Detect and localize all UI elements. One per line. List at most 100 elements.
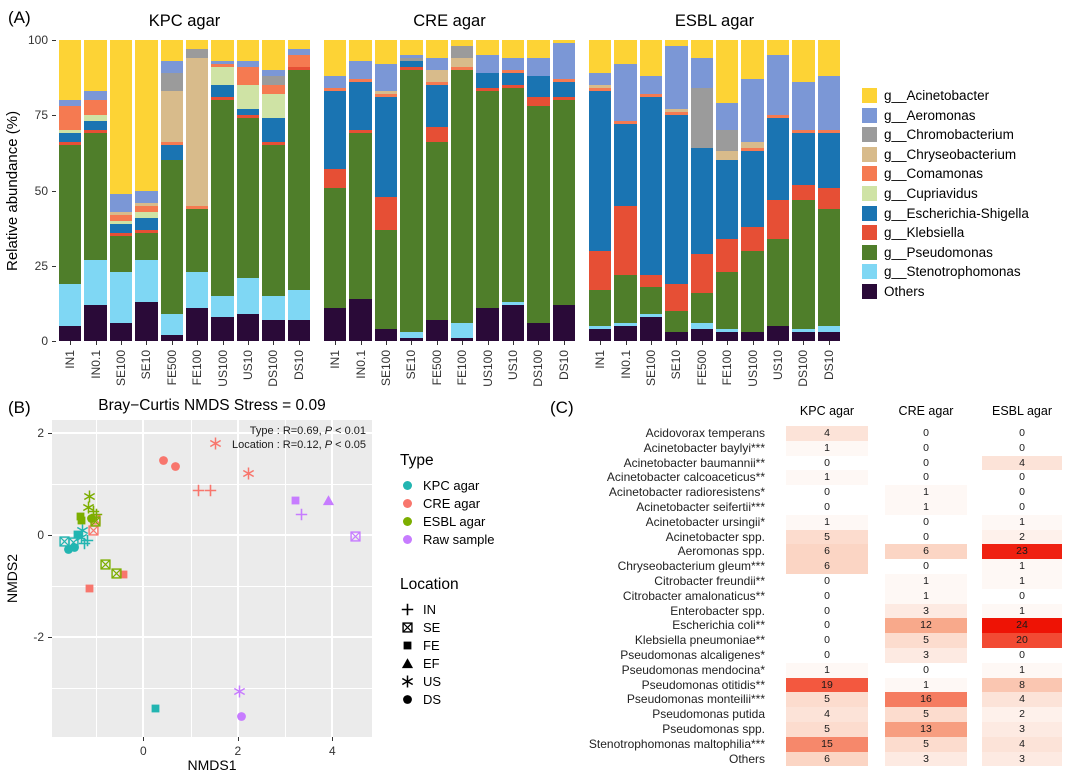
bar-segment <box>349 298 372 341</box>
legend-label: g__Stenotrophomonas <box>884 264 1021 280</box>
legend-swatch <box>862 185 877 201</box>
y-axis-tick <box>48 535 52 536</box>
y-axis-tick <box>52 265 56 267</box>
type-legend-key <box>400 478 415 492</box>
x-axis-label-cell: US10 <box>502 346 524 396</box>
bar-segment <box>766 325 790 341</box>
bar-segment <box>614 322 637 326</box>
nmds-annotation-line: Type : R=0.69, P < 0.01 <box>249 425 366 437</box>
legend-label: g__Aeromonas <box>884 107 976 123</box>
x-axis-label-cell: FE100 <box>716 346 738 396</box>
nmds-point-FE <box>149 702 162 715</box>
bar-segment <box>451 58 474 68</box>
triangle-icon <box>400 656 415 670</box>
x-axis-label: FE500 <box>694 350 709 386</box>
bar-segment <box>236 313 260 341</box>
heatmap-cell: 19 <box>786 677 868 693</box>
gridline-minor <box>285 420 287 737</box>
heatmap-cell: 0 <box>982 588 1062 604</box>
bar-segment <box>665 112 688 116</box>
genus-legend-item: Others <box>862 283 1029 299</box>
x-axis-tick <box>237 737 239 741</box>
x-axis-label: US10 <box>241 350 256 381</box>
y-axis-tick-label: 0 <box>37 528 44 542</box>
x-axis-label-cell: IN1 <box>324 346 346 396</box>
heatmap-cell: 1 <box>982 662 1062 678</box>
bar-segment <box>792 82 815 131</box>
x-axis-tick-cell <box>741 341 763 346</box>
x-axis-tick-cell <box>691 341 713 346</box>
heatmap-cell: 0 <box>786 455 868 471</box>
x-axis-label-cell: IN1 <box>589 346 611 396</box>
nmds-point-FE <box>83 582 96 595</box>
y-axis-tick-label: 100 <box>27 33 48 47</box>
x-axis-label: IN0.1 <box>88 350 103 379</box>
bar-segment <box>400 67 423 71</box>
x-axis-tick <box>487 341 489 345</box>
bar-segment <box>400 331 423 338</box>
bar-segment <box>425 82 449 86</box>
bar-segment <box>690 322 714 329</box>
bar-segment <box>59 145 82 284</box>
x-axis-tick-cell <box>818 341 840 346</box>
bar-SE100 <box>109 40 133 341</box>
x-axis-tick <box>676 341 678 345</box>
nmds-point-US <box>209 437 222 450</box>
nmds-point-FE <box>74 510 87 523</box>
x-axis-tick <box>386 341 388 345</box>
bar-SE10 <box>135 40 158 341</box>
legend-label: DS <box>423 691 442 707</box>
bar-segment <box>84 91 107 101</box>
heatmap-cell: 4 <box>982 455 1062 471</box>
heatmap-cell: 0 <box>786 648 868 663</box>
nmds-point-DS <box>68 541 81 554</box>
bar-segment <box>84 259 107 305</box>
bar-segment <box>109 232 133 236</box>
bar-segment <box>589 250 612 290</box>
bar-segment <box>324 88 347 92</box>
heatmap-cell: 1 <box>885 500 967 515</box>
bar-segment <box>59 40 82 101</box>
genus-legend-item: g__Acinetobacter <box>862 88 1029 103</box>
location-legend-item: DS <box>400 691 459 707</box>
nmds-point-SE <box>99 558 112 571</box>
gridline-major <box>236 420 239 737</box>
bar-segment <box>741 148 764 152</box>
x-axis-label-cell: SE10 <box>135 346 157 396</box>
bar-segment <box>501 85 525 89</box>
heatmap-cell: 0 <box>885 514 967 530</box>
x-axis-tick <box>563 341 565 345</box>
x-axis-label: SE100 <box>114 350 129 387</box>
bar-segment <box>501 88 525 302</box>
heatmap-row-label: Acinetobacter calcoaceticus** <box>606 470 765 485</box>
heatmap-row-label: Acinetobacter spp. <box>665 529 765 544</box>
heatmap-row-label: Chryseobacterium gleum*** <box>617 559 765 574</box>
x-axis-tick <box>222 341 224 345</box>
bar-FE500 <box>160 40 184 341</box>
bar-segment <box>109 40 133 194</box>
bar-segment <box>160 334 184 341</box>
type-legend: Type KPC agar CRE agar ESBL agar Raw sample <box>400 452 495 550</box>
bar-segment <box>552 100 576 305</box>
x-axis-tick-label: 4 <box>328 744 336 758</box>
bar-segment <box>527 97 550 107</box>
bar-segment <box>211 64 234 68</box>
bar-segment <box>186 208 209 272</box>
location-legend: Location IN SE FE EF US DS <box>400 576 459 710</box>
x-axis-tick-cell <box>186 341 208 346</box>
bar-segment <box>324 91 347 170</box>
heatmap-cell: 0 <box>786 633 868 648</box>
legend-swatch <box>862 244 877 260</box>
y-axis-tick <box>48 433 52 434</box>
legend-label: EF <box>423 655 440 671</box>
bar-SE10 <box>665 40 688 341</box>
type-legend-key <box>400 532 415 546</box>
heatmap-cell: 1 <box>786 470 868 486</box>
bar-segment <box>400 338 423 341</box>
heatmap-row-label: Pseudomonas alcaligenes* <box>620 648 765 662</box>
bar-segment <box>766 118 790 200</box>
type-legend-key <box>400 514 415 528</box>
bar-FE500 <box>690 40 714 341</box>
bar-segment <box>109 223 133 233</box>
